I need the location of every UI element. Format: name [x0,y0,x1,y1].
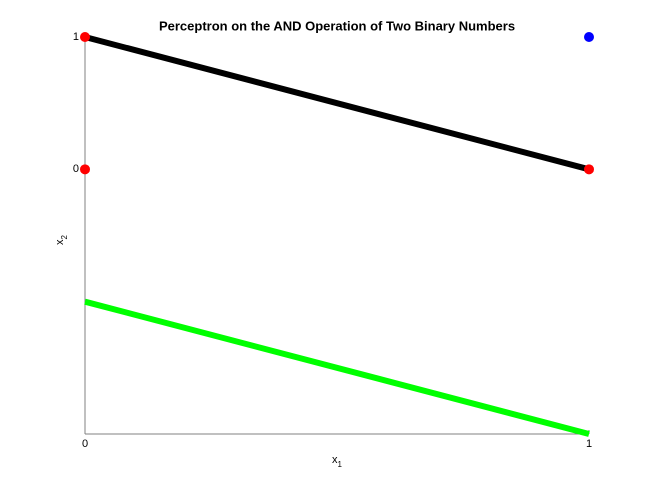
y-tick-label: 1 [73,31,79,43]
point [80,164,90,175]
x-tick-label: 1 [586,438,592,450]
y-axis-label: x2 [54,234,69,245]
x-label-text: x [332,454,338,466]
x-axis-label: x1 [332,454,343,469]
chart-title: Perceptron on the AND Operation of Two B… [159,18,515,33]
y-label-subscript: 2 [60,234,69,239]
point [584,164,594,175]
line [84,34,590,173]
point [80,32,90,42]
y-label-text: x [54,239,66,245]
y-tick-label: 0 [73,163,79,175]
x-tick-label: 0 [82,438,88,450]
x-label-subscript: 1 [338,460,343,469]
point [584,32,594,42]
line [84,298,590,437]
